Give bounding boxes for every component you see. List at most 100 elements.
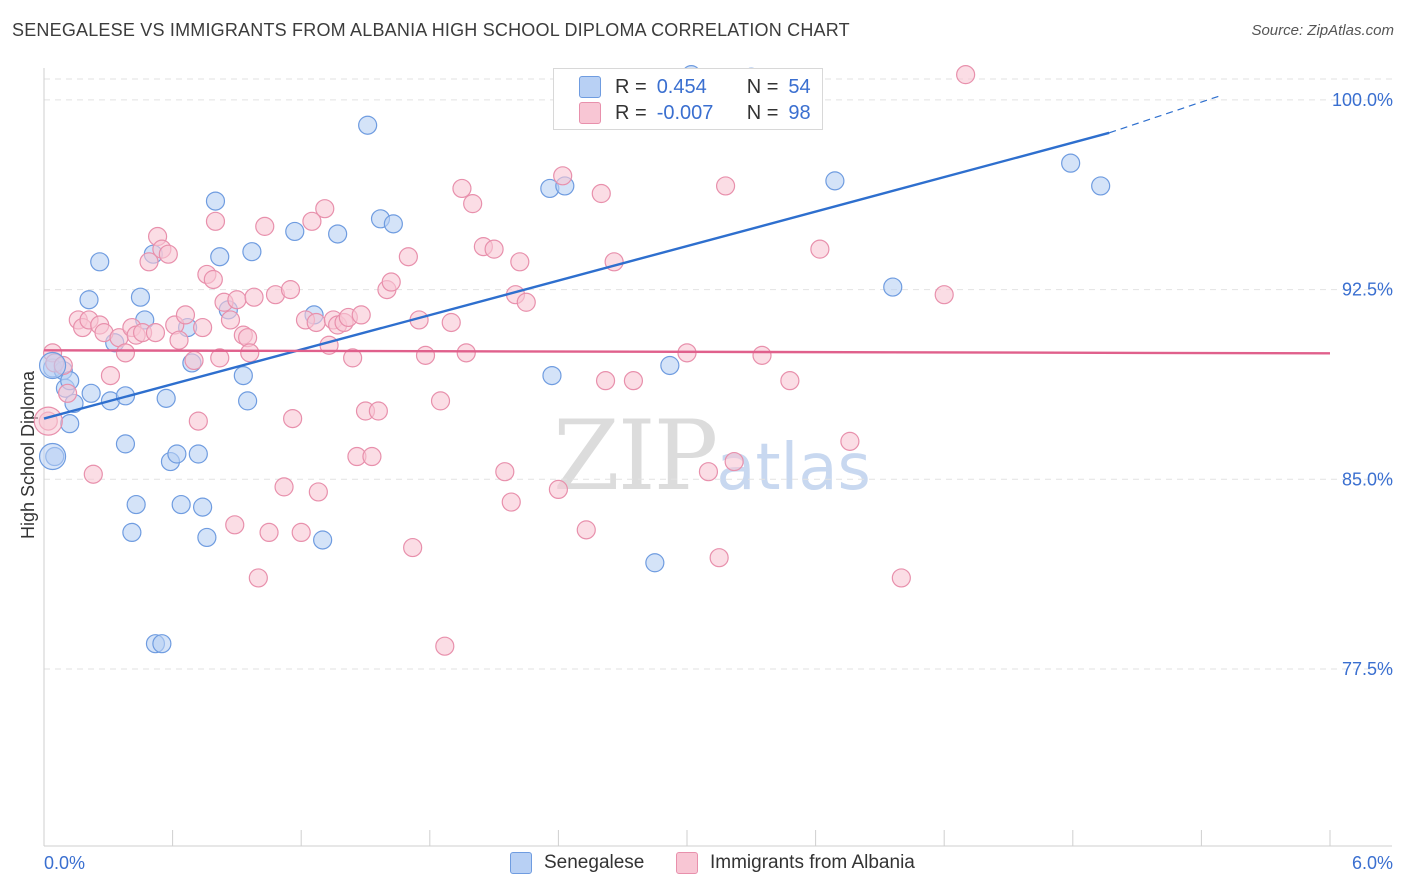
albania-point — [956, 65, 976, 85]
legend-n-label: N = — [746, 75, 779, 98]
y-tick-label: 100.0% — [1332, 90, 1393, 110]
senegalese-point — [81, 383, 101, 403]
series-legend-label-senegalese: Senegalese — [544, 852, 645, 873]
albania-point — [240, 343, 260, 363]
albania-point — [576, 520, 596, 540]
albania-point — [100, 366, 121, 386]
senegalese-point — [38, 351, 67, 380]
albania-point — [516, 292, 536, 312]
albania-point — [210, 348, 230, 368]
albania-point — [752, 345, 772, 365]
senegalese-point — [883, 277, 903, 297]
senegalese-point — [660, 355, 680, 376]
albania-point — [724, 451, 744, 472]
albania-point — [463, 194, 483, 214]
albania-point — [83, 464, 103, 484]
albania-point — [495, 462, 515, 482]
albania-point — [810, 239, 830, 259]
albania-point — [145, 323, 166, 343]
albania-point — [175, 305, 196, 325]
albania-point — [227, 290, 247, 310]
senegalese-point — [130, 287, 151, 307]
chart-title: SENEGALESE VS IMMIGRANTS FROM ALBANIA HI… — [12, 20, 850, 40]
albania-point — [501, 492, 521, 512]
albania-point — [709, 548, 729, 568]
albania-point — [381, 272, 401, 292]
senegalese-point — [115, 434, 136, 454]
x-tick-label-right: 6.0% — [1352, 853, 1393, 873]
legend-r-label: R = — [615, 75, 647, 98]
albania-point — [715, 176, 736, 196]
albania-point — [188, 411, 208, 431]
albania-point — [415, 345, 436, 365]
senegalese-point — [825, 171, 845, 191]
source-label: Source: ZipAtlas.com — [1251, 22, 1394, 39]
albania-point — [280, 280, 301, 300]
legend-r-value-senegalese: 0.454 — [656, 75, 707, 98]
albania-point — [255, 216, 275, 236]
senegalese-point — [167, 444, 187, 464]
albania-point — [169, 330, 189, 350]
albania-point — [456, 343, 476, 363]
series-legend-label-albania: Immigrants from Albania — [710, 852, 915, 873]
albania-point — [193, 317, 213, 338]
albania-point — [362, 446, 382, 467]
albania-point — [203, 269, 223, 290]
senegalese-point — [205, 191, 226, 211]
legend-r-value-albania: -0.007 — [656, 101, 714, 124]
albania-point — [220, 310, 241, 330]
albania-point — [591, 183, 611, 204]
albania-point — [205, 211, 226, 231]
albania-point — [891, 568, 911, 588]
albania-point — [510, 252, 530, 272]
albania-point — [274, 477, 294, 497]
series-legend-swatch-albania — [676, 852, 698, 874]
senegalese-point — [645, 553, 665, 573]
senegalese-point — [242, 242, 262, 262]
legend-row-senegalese: R = 0.454 N = 54 — [579, 74, 811, 100]
albania-trend-line — [43, 349, 1331, 355]
albania-point — [403, 537, 423, 558]
x-tick-label-left: 0.0% — [44, 853, 85, 873]
senegalese-point — [383, 214, 403, 234]
albania-point — [248, 568, 268, 588]
series-legend: Senegalese Immigrants from Albania — [0, 852, 1406, 878]
albania-point — [225, 515, 245, 535]
albania-point — [351, 305, 371, 325]
senegalese-point — [285, 221, 305, 242]
legend-n-value-albania: 98 — [788, 101, 811, 124]
series-legend-senegalese: Senegalese — [510, 852, 644, 874]
legend-n-label: N = — [746, 101, 779, 124]
albania-point — [368, 401, 388, 421]
senegalese-point — [1061, 153, 1081, 173]
albania-point — [553, 166, 573, 186]
series-legend-albania: Immigrants from Albania — [676, 852, 915, 874]
albania-point — [57, 383, 78, 403]
albania-point — [484, 239, 504, 259]
senegalese-point — [193, 497, 213, 517]
albania-point — [780, 371, 800, 391]
albania-point — [623, 371, 644, 391]
senegalese-trend-line — [43, 131, 1110, 420]
albania-point — [306, 312, 326, 333]
albania-point — [548, 479, 569, 500]
legend-swatch-albania — [579, 102, 601, 124]
y-tick-label: 92.5% — [1342, 280, 1393, 300]
albania-point — [291, 522, 311, 543]
senegalese-point — [60, 414, 80, 434]
albania-point — [441, 312, 461, 333]
senegalese-point — [1091, 176, 1111, 196]
albania-point — [698, 462, 719, 482]
senegalese-point — [233, 366, 253, 386]
albania-point — [452, 178, 472, 199]
albania-point — [430, 391, 451, 411]
legend-row-albania: R = -0.007 N = 98 — [579, 100, 811, 126]
senegalese-point — [126, 494, 146, 515]
albania-point — [308, 482, 328, 502]
albania-point — [595, 371, 616, 391]
senegalese-trend-extension — [1109, 94, 1224, 134]
albania-point — [398, 247, 418, 267]
y-axis-title: High School Diploma — [18, 370, 38, 539]
albania-point — [934, 285, 954, 305]
senegalese-point — [171, 494, 191, 515]
